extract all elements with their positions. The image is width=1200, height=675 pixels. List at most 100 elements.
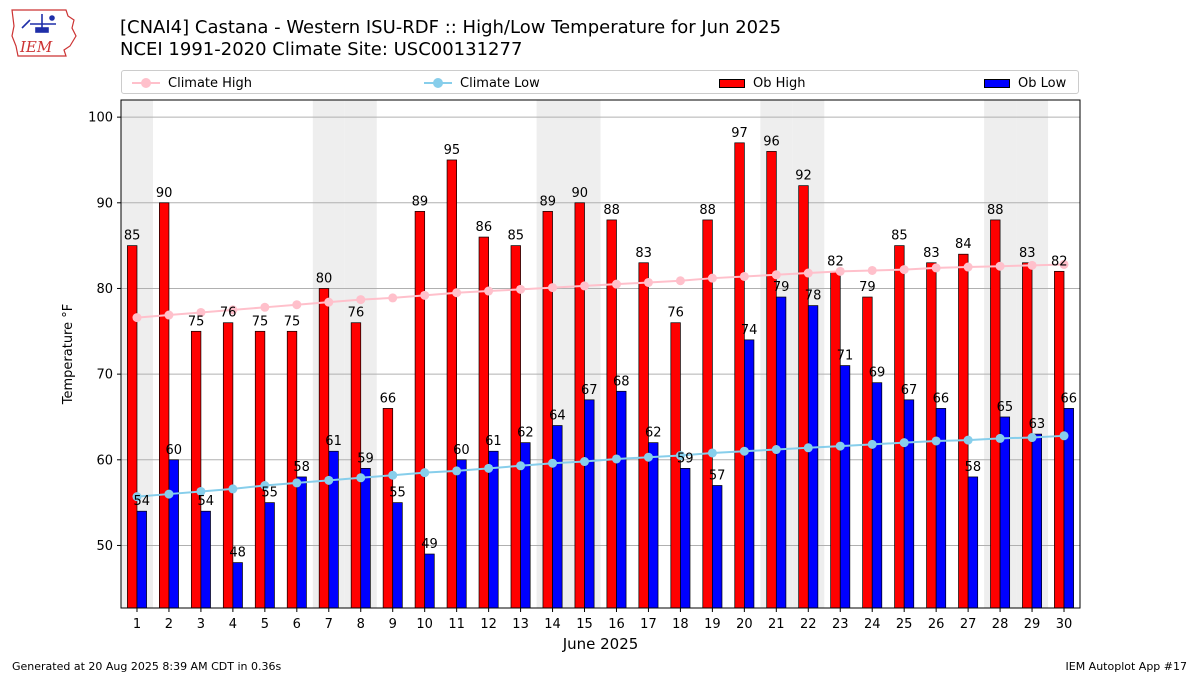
x-tick-label: 23 <box>832 617 849 632</box>
generated-footer: Generated at 20 Aug 2025 8:39 AM CDT in … <box>12 660 282 673</box>
ob-high-data-label: 88 <box>987 203 1004 218</box>
y-tick-label: 80 <box>96 282 113 297</box>
ob-low-bar <box>616 390 627 609</box>
ob-high-bar <box>958 253 969 609</box>
logo-text: IEM <box>19 38 53 56</box>
ob-high-data-label: 82 <box>1051 254 1068 269</box>
climate-low-point <box>132 492 142 502</box>
y-axis-label: Temperature °F <box>61 304 76 405</box>
x-tick-label: 4 <box>229 617 237 632</box>
legend-climate-high: Climate High <box>132 74 252 92</box>
x-tick-label: 30 <box>1056 617 1073 632</box>
ob-high-data-label: 83 <box>1019 246 1036 261</box>
ob-low-bar <box>168 459 179 609</box>
ob-low-data-label: 55 <box>389 486 406 501</box>
ob-low-data-label: 74 <box>741 323 758 338</box>
ob-low-data-label: 69 <box>869 366 886 381</box>
climate-high-line <box>136 263 1065 319</box>
climate-low-point <box>771 445 781 455</box>
climate-low-point <box>164 489 174 499</box>
climate-low-point <box>899 438 909 448</box>
x-tick-label: 6 <box>293 617 301 632</box>
legend-ob-high-label: Ob High <box>753 75 806 91</box>
y-tick-label: 70 <box>96 368 113 383</box>
ob-high-data-label: 86 <box>476 220 493 235</box>
ob-high-data-label: 90 <box>156 186 173 201</box>
climate-high-point <box>260 302 270 312</box>
ob-high-bar <box>606 219 617 609</box>
ob-low-data-label: 68 <box>613 374 630 389</box>
climate-low-point <box>675 451 685 461</box>
x-tick-label: 16 <box>608 617 625 632</box>
climate-high-point <box>675 276 685 286</box>
climate-low-point <box>228 484 238 494</box>
climate-low-point <box>963 435 973 445</box>
ob-high-data-label: 88 <box>603 203 620 218</box>
ob-low-bar <box>584 399 595 609</box>
climate-low-point <box>643 452 653 462</box>
climate-high-point <box>1027 260 1037 270</box>
climate-low-point <box>739 446 749 456</box>
x-tick-label: 28 <box>992 617 1009 632</box>
ob-low-data-label: 60 <box>165 443 182 458</box>
climate-high-point <box>899 265 909 275</box>
climate-low-point <box>835 441 845 451</box>
ob-low-bar <box>999 416 1011 609</box>
ob-low-bar <box>903 399 915 609</box>
ob-high-data-label: 89 <box>412 194 429 209</box>
ob-low-bar <box>264 502 275 609</box>
ob-high-data-label: 90 <box>571 186 588 201</box>
ob-high-data-label: 95 <box>444 143 461 158</box>
ob-high-data-label: 97 <box>731 126 748 141</box>
ob-low-data-label: 58 <box>965 460 982 475</box>
climate-low-point <box>324 475 334 485</box>
climate-high-point <box>739 271 749 281</box>
climate-low-point <box>580 457 590 467</box>
climate-high-point <box>420 290 430 300</box>
legend-climate-low-label: Climate Low <box>460 75 540 91</box>
x-tick-label: 10 <box>416 617 433 632</box>
ob-low-bar <box>1031 433 1042 609</box>
climate-high-point <box>196 307 206 317</box>
ob-low-data-label: 71 <box>837 349 854 364</box>
title-line-1: [CNAI4] Castana - Western ISU-RDF :: Hig… <box>120 17 782 38</box>
ob-low-bar <box>807 305 819 609</box>
chart-legend: Climate High Climate Low Ob High Ob Low <box>121 70 1079 94</box>
ob-low-bar <box>200 510 211 609</box>
ob-low-data-label: 62 <box>517 426 534 441</box>
ob-high-bar <box>159 202 170 609</box>
legend-ob-low-label: Ob Low <box>1018 75 1067 91</box>
x-tick-label: 2 <box>165 617 173 632</box>
x-tick-label: 26 <box>928 617 945 632</box>
x-tick-label: 8 <box>357 617 365 632</box>
ob-high-data-label: 88 <box>699 203 716 218</box>
ob-low-data-label: 60 <box>453 443 470 458</box>
plot-frame <box>120 99 1081 609</box>
x-tick-label: 5 <box>261 617 269 632</box>
ob-low-data-label: 48 <box>229 546 246 561</box>
x-tick-label: 13 <box>512 617 529 632</box>
climate-low-swatch <box>424 78 452 88</box>
climate-low-point <box>388 470 398 480</box>
climate-high-point <box>452 288 462 298</box>
climate-high-point <box>388 293 398 303</box>
ob-high-data-label: 76 <box>348 306 365 321</box>
ob-low-bar <box>232 562 243 609</box>
x-tick-label: 14 <box>544 617 561 632</box>
legend-ob-low: Ob Low <box>984 74 1066 92</box>
climate-low-point <box>516 461 526 471</box>
x-tick-label: 22 <box>800 617 817 632</box>
climate-high-point <box>707 273 717 283</box>
climate-low-point <box>196 486 206 496</box>
x-tick-label: 20 <box>736 617 753 632</box>
ob-low-bar <box>743 339 755 609</box>
climate-low-point <box>995 433 1005 443</box>
climate-high-point <box>643 277 653 287</box>
ob-low-data-label: 65 <box>997 400 1014 415</box>
climate-high-point <box>132 313 142 323</box>
y-tick-label: 90 <box>96 196 113 211</box>
climate-high-point <box>228 305 238 315</box>
climate-low-point <box>803 443 813 453</box>
ob-low-data-label: 59 <box>677 451 694 466</box>
y-tick-label: 60 <box>96 453 113 468</box>
